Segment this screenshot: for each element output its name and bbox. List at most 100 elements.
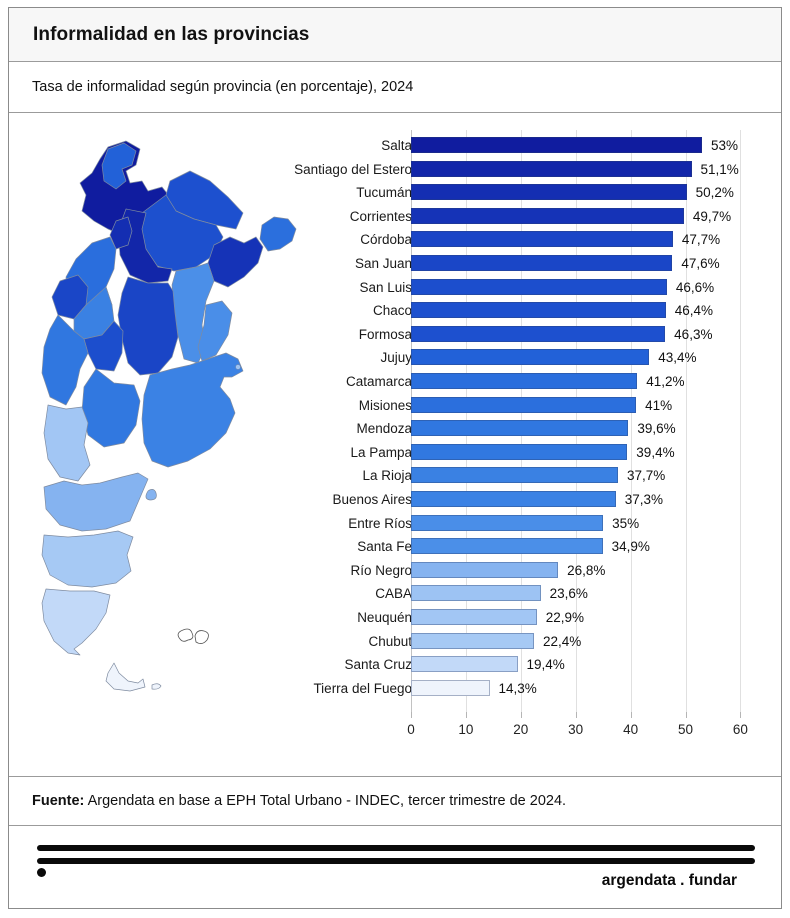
bar-value-label: 50,2% <box>695 185 734 201</box>
bar <box>411 585 541 602</box>
bar <box>411 420 629 437</box>
province-shape-entre-ríos <box>197 300 233 362</box>
province-shape-misiones <box>259 216 297 252</box>
province-shape-tierra-del-fuego <box>105 662 146 692</box>
bar-category-label: La Rioja <box>362 468 412 484</box>
bar-value-label: 46,4% <box>674 303 714 319</box>
bar-category-label: Entre Ríos <box>348 515 412 531</box>
logo-stripe-bottom <box>37 858 755 864</box>
source-text: Argendata en base a EPH Total Urbano - I… <box>84 793 567 809</box>
bar <box>411 491 616 507</box>
x-gridline <box>630 130 632 712</box>
source-label: Fuente: <box>32 793 85 809</box>
bar-category-label: Salta <box>381 138 412 153</box>
bar <box>411 349 650 366</box>
bar <box>411 514 604 531</box>
bar-value-label: 26,8% <box>567 562 606 578</box>
province-shape-río-negro <box>43 472 149 532</box>
bar <box>411 325 666 342</box>
bar <box>411 373 638 389</box>
argentina-choropleth-map <box>41 140 297 692</box>
source-band: Fuente: Argendata en base a EPH Total Ur… <box>9 777 781 826</box>
bar-value-label: 39,6% <box>637 421 676 437</box>
province-shape-córdoba <box>117 276 179 376</box>
province-shape-caba <box>235 364 241 370</box>
x-tick-mark <box>465 712 467 718</box>
province-shape-jujuy <box>101 142 137 190</box>
title-band: Informalidad en las provincias <box>9 8 781 62</box>
malvinas-islands-outline <box>177 628 209 644</box>
bar-category-label: Corrientes <box>349 208 412 224</box>
province-shape-neuquén <box>43 404 91 482</box>
x-tick-mark <box>740 712 742 718</box>
bar-category-label: Santiago del Estero <box>294 161 412 177</box>
bar-value-label: 23,6% <box>549 586 588 602</box>
bar <box>411 184 687 201</box>
province-shape-buenos-aires <box>141 352 244 468</box>
bar <box>411 255 673 271</box>
x-tick-label: 20 <box>513 722 529 737</box>
bar-value-label: 34,9% <box>611 539 650 555</box>
bar-category-label: Tucumán <box>356 185 412 201</box>
province-shape-mendoza <box>41 314 89 406</box>
bar-category-label: Jujuy <box>380 350 412 366</box>
bar-category-label: La Pampa <box>350 444 412 460</box>
bar <box>411 656 518 673</box>
page-title: Informalidad en las provincias <box>33 23 310 45</box>
bar-category-label: Córdoba <box>360 232 412 248</box>
bar <box>411 467 618 484</box>
bar-value-label: 37,7% <box>626 468 666 484</box>
bar <box>411 207 684 224</box>
bar-value-label: 37,3% <box>624 492 664 507</box>
bar-category-label: Mendoza <box>356 421 412 437</box>
x-tick-mark <box>685 712 687 718</box>
bar-value-label: 35% <box>612 515 640 531</box>
province-shapes <box>41 140 297 692</box>
chart-subtitle: Tasa de informalidad según provincia (en… <box>32 79 414 95</box>
x-tick-label: 10 <box>458 722 474 737</box>
province-shape-la-pampa <box>81 368 141 448</box>
brand-wordmark: argendata . fundar <box>601 872 737 889</box>
bar-category-label: Tierra del Fuego <box>313 680 412 696</box>
bar-value-label: 19,4% <box>526 657 565 673</box>
x-tick-mark <box>575 712 577 718</box>
x-tick-mark <box>411 712 412 718</box>
bar <box>411 137 702 153</box>
bar-category-label: Neuquén <box>357 610 412 625</box>
x-tick-mark <box>630 712 632 718</box>
bar-category-label: Buenos Aires <box>332 492 412 507</box>
province-shape-río-negro <box>145 489 157 501</box>
province-shape-santiago-del-estero <box>117 208 173 284</box>
bar-value-label: 47,6% <box>681 256 720 271</box>
bar <box>411 396 637 413</box>
province-shape-tierra-del-fuego <box>151 683 162 690</box>
source-note: Fuente: Argendata en base a EPH Total Ur… <box>32 793 566 809</box>
bar-category-label: Santa Fe <box>357 539 412 555</box>
bar-value-label: 46,3% <box>674 326 713 342</box>
x-tick-label: 0 <box>407 722 415 737</box>
bar-value-label: 53% <box>710 138 738 153</box>
x-tick-label: 40 <box>623 722 639 737</box>
bar-category-label: Santa Cruz <box>344 657 412 673</box>
x-tick-label: 50 <box>677 722 694 737</box>
bar-category-label: San Juan <box>354 256 412 271</box>
bar <box>411 632 534 649</box>
province-shape-tucumán <box>109 216 133 250</box>
logo-dot <box>37 868 46 877</box>
bar <box>411 278 667 295</box>
province-shape-santa-cruz <box>41 588 111 656</box>
bar-category-label: CABA <box>375 586 412 602</box>
bar <box>411 538 603 555</box>
bar <box>411 561 559 578</box>
province-shape-chubut <box>41 530 134 588</box>
bar-category-label: Catamarca <box>345 374 412 389</box>
bar <box>411 443 628 460</box>
bar-category-label: Río Negro <box>350 562 412 578</box>
chart-area: 0 10 20 30 40 50 60 Salta 53% Santiago del Estero… <box>9 113 781 777</box>
bar-category-label: Chubut <box>368 633 412 649</box>
bar-value-label: 41,2% <box>646 374 685 389</box>
bar-category-label: Chaco <box>372 303 412 319</box>
bar-value-label: 22,4% <box>542 633 582 649</box>
bar <box>411 679 490 696</box>
